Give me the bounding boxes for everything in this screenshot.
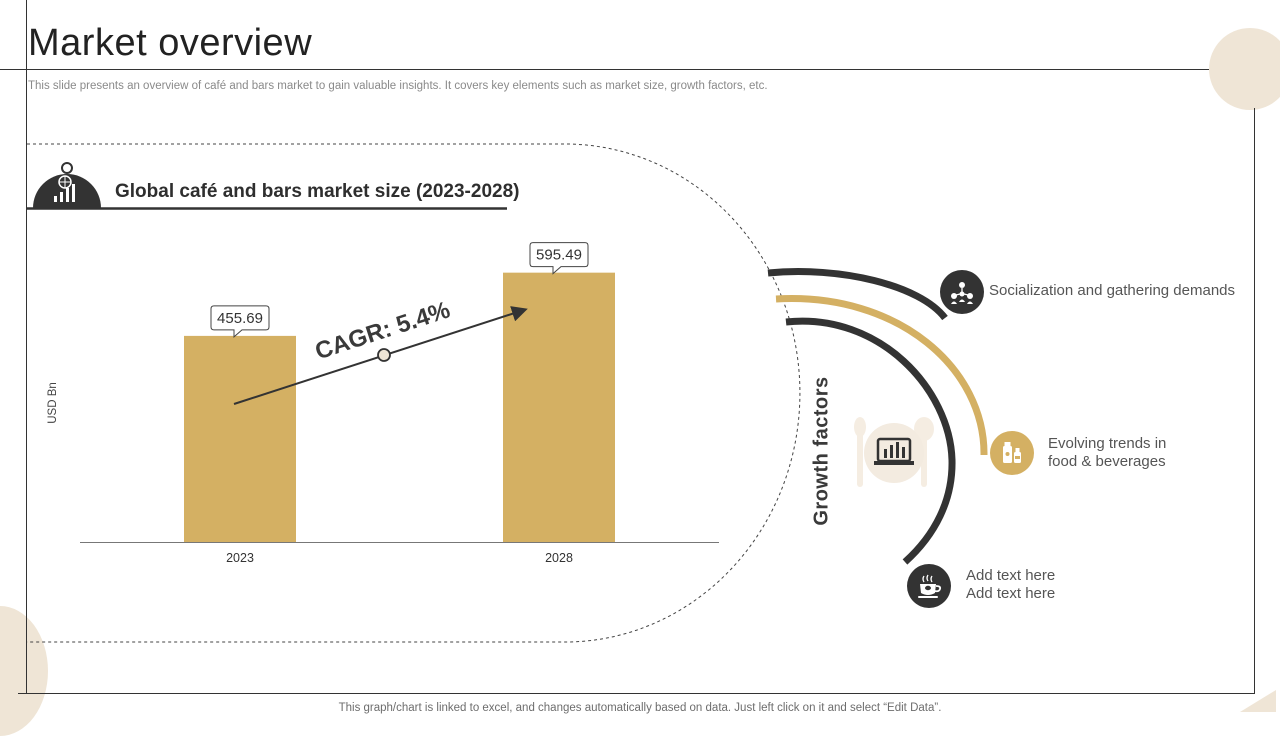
growth-factors-title: Growth factors (810, 376, 833, 526)
cagr-marker (377, 348, 391, 362)
factor-placeholder-line1: Add text here (966, 567, 1056, 584)
footer-note: This graph/chart is linked to excel, and… (338, 702, 942, 714)
factor-food-trends: Evolving trends in food & beverages (1048, 435, 1166, 471)
factor-food-trends-line1: Evolving trends in (1048, 435, 1167, 452)
factor-food-trends-line2: food & beverages (1048, 453, 1166, 470)
decorative-circle-top-right (1209, 28, 1280, 110)
people-network-icon (940, 270, 984, 314)
factor-placeholder-line2: Add text here (966, 585, 1056, 602)
market-chart-icon (33, 162, 101, 208)
center-laptop-chart-icon (854, 417, 934, 487)
factor-socialization: Socialization and gathering demands (989, 282, 1235, 299)
data-label-callout: 455.69 (210, 305, 270, 338)
data-label-callout: 595.49 (529, 242, 589, 275)
x-tick-label: 2028 (545, 551, 573, 565)
growth-factors-arcs (767, 268, 988, 565)
x-tick-label: 2023 (226, 551, 254, 565)
data-label: 595.49 (536, 247, 582, 264)
bar-2023 (184, 335, 296, 542)
slide-frame (0, 0, 1276, 712)
page-title: Market overview (28, 22, 313, 64)
factor-placeholder: Add text here Add text here (966, 567, 1055, 603)
chart-title: Global café and bars market size (2023-2… (115, 181, 520, 202)
page-subtitle: This slide presents an overview of café … (28, 80, 768, 92)
coffee-cup-icon (907, 564, 951, 608)
chart-container-outline (27, 143, 801, 643)
data-label: 455.69 (217, 310, 263, 327)
beverage-bottles-icon (990, 431, 1034, 475)
